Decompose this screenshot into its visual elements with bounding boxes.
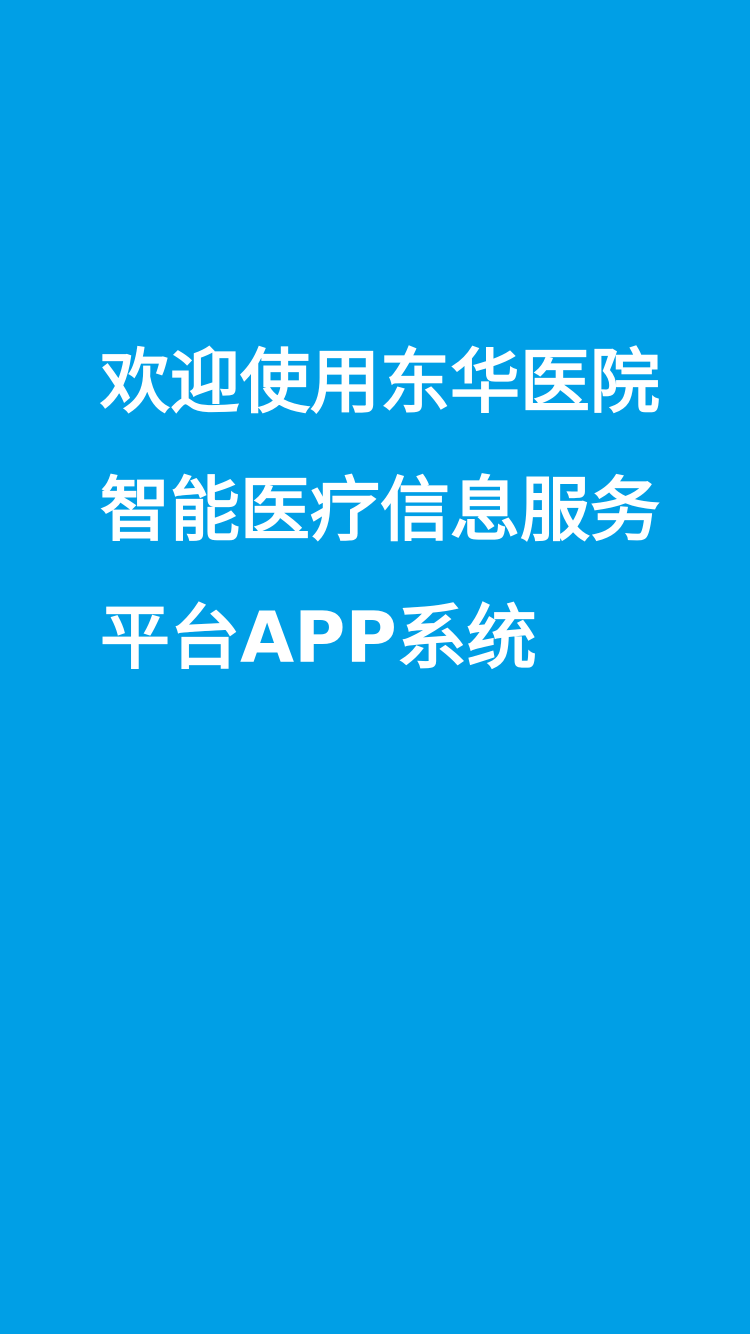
- welcome-message: 欢迎使用东华医院 智能医疗信息服务 平台APP系统: [100, 318, 700, 702]
- welcome-line-2: 智能医疗信息服务: [100, 469, 660, 551]
- welcome-line-1: 欢迎使用东华医院: [100, 341, 660, 423]
- welcome-line-3: 平台APP系统: [100, 597, 537, 679]
